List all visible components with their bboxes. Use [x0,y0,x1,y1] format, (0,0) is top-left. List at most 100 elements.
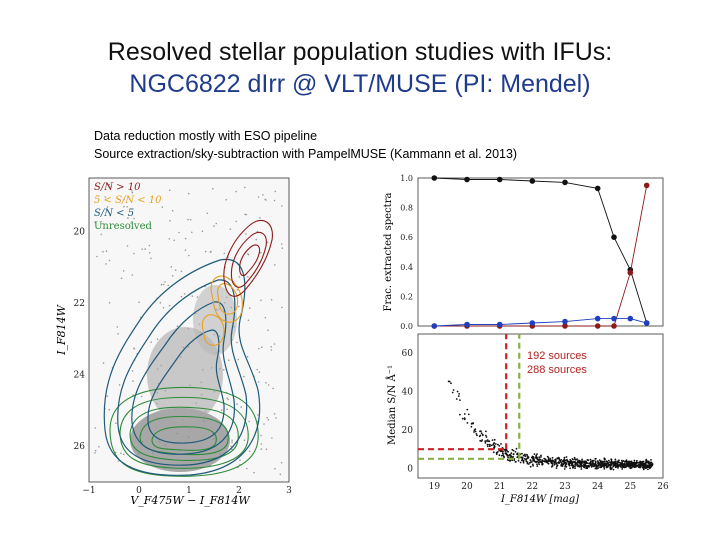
cmd-point [270,299,273,301]
cmd-point [162,307,165,309]
fraction-point [431,323,438,329]
cmd-point [240,406,242,408]
cmd-point [106,395,109,398]
cmd-point [204,250,207,253]
cmd-point [226,397,228,400]
sn-point [614,462,616,464]
sn-point [508,454,510,457]
sn-point [489,444,491,446]
sn-point [650,461,653,464]
sn-point [487,440,489,443]
sn-point [601,462,604,465]
sn-point [510,452,513,455]
fraction-point [562,318,568,325]
sn-point [647,461,649,463]
sn-point [579,461,582,463]
sn-point [583,464,585,467]
cmd-point [150,341,152,344]
sn-point [621,468,624,470]
cmd-point [118,384,121,386]
sn-point [630,460,633,463]
sn-point [447,380,450,383]
sn-point [516,453,518,456]
sn-point [609,466,612,469]
fraction-point [594,315,601,322]
cmd-point [228,359,230,362]
sn-point [554,459,556,461]
cmd-x-ticks: −1 0 1 2 3 [82,486,292,496]
cmd-point [115,422,117,425]
sn-point [570,464,573,466]
sn-point [527,457,530,459]
sn-point [650,459,652,461]
sn-point [599,464,602,467]
cmd-point [108,408,110,411]
sn-point [455,398,458,400]
sn-point [601,465,604,467]
fraction-y-tick: 0.2 [400,292,413,301]
cmd-point [104,196,107,198]
sn-point [466,422,469,424]
sn-point [511,448,514,451]
cmd-point [94,452,96,454]
sn-point [587,464,590,467]
sn-point [622,460,625,462]
cmd-point [261,346,263,349]
sn-point [591,459,594,462]
sn-point [594,457,597,460]
fraction-y-label: Frac. extracted spectra [383,193,394,312]
sn-panel: 19 20 21 22 23 24 25 26 60 40 20 0 I_F814W [mag] M… [386,333,669,505]
sn-point [574,458,577,461]
sn-point [495,451,498,454]
sn-point [461,417,464,420]
sn-point [574,461,577,464]
cmd-point [188,254,190,257]
cmd-point [106,206,109,208]
sn-point [479,430,481,433]
cmd-point [257,414,259,416]
cmd-point [171,209,174,212]
cmd-point [126,245,129,247]
sn-point [642,466,645,468]
sn-point [646,464,649,467]
sn-x-tick: 20 [461,482,473,492]
sn-point [571,461,574,463]
sn-point [534,456,537,459]
cmd-point [246,355,249,358]
sn-y-ticks: 60 40 20 0 [402,349,414,474]
sn-point [594,467,597,470]
cmd-point [123,198,125,201]
cmd-point [108,259,111,262]
sn-point [493,442,495,444]
sn-point [649,465,652,468]
sn-point [645,467,647,470]
sn-point [600,465,602,468]
sn-point [540,456,542,458]
cmd-point [213,225,215,227]
cmd-point [206,212,209,215]
sn-point [457,395,460,397]
sn-point [636,465,638,468]
sn-y-tick: 60 [402,349,414,359]
sn-point [573,456,576,459]
cmd-y-label: I_F814W [55,303,68,355]
sn-point [594,461,597,464]
cmd-point [102,362,105,364]
sn-point [500,454,503,457]
sn-point [640,465,643,467]
sn-point [555,463,558,465]
sn-point [621,465,624,467]
cmd-point [150,257,152,260]
sn-point [578,465,581,467]
cmd-point [105,250,108,252]
sn-point [605,465,608,468]
sn-point [484,434,487,437]
sn-point [624,460,627,463]
cmd-point [274,264,276,266]
cmd-point [215,222,218,225]
sn-point [650,463,653,466]
sn-point [466,408,469,411]
sn-point [581,461,583,463]
sn-point [596,460,599,463]
sn-frame [417,333,664,479]
